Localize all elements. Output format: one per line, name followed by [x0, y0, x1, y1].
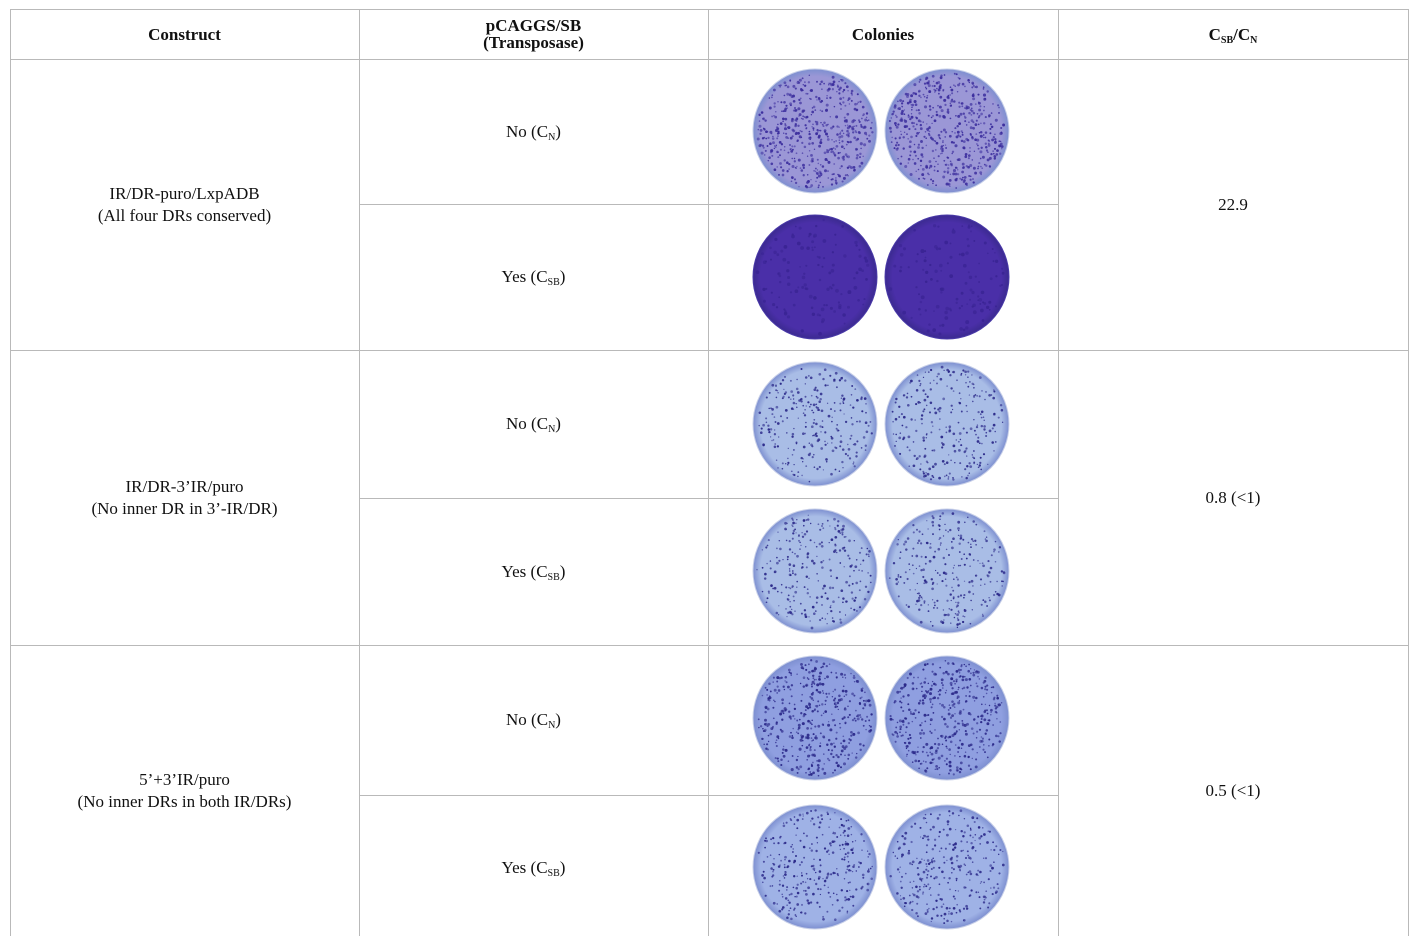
colony-dish-image	[884, 655, 1010, 781]
colony-dish-image	[752, 68, 878, 194]
header-transposase-line1: pCAGGS/SB	[485, 16, 582, 35]
header-ratio: CSB/CN	[1058, 9, 1408, 59]
ratio-value: 22.9	[1218, 194, 1248, 214]
header-construct-label: Construct	[148, 24, 221, 44]
construct-name: 5’+3’IR/puro	[139, 769, 230, 789]
transposase-yes-label: Yes (CSB)	[501, 267, 566, 288]
construct-note: (No inner DR in 3’-IR/DR)	[91, 498, 278, 518]
header-colonies: Colonies	[708, 9, 1058, 59]
header-ratio-label: CSB/CN	[1208, 24, 1258, 46]
colony-dish-image	[884, 214, 1010, 340]
construct-cell: IR/DR-3’IR/puro (No inner DR in 3’-IR/DR…	[10, 350, 359, 645]
ratio-value: 0.5 (<1)	[1205, 780, 1261, 800]
transposase-yes-cell: Yes (CSB)	[359, 498, 708, 645]
transposase-yes-label: Yes (CSB)	[501, 858, 566, 879]
transposase-no-cell: No (CN)	[359, 645, 708, 795]
ratio-cell: 0.8 (<1)	[1058, 350, 1408, 645]
transposase-no-label: No (CN)	[506, 710, 561, 731]
transposase-no-label: No (CN)	[506, 121, 561, 143]
header-colonies-label: Colonies	[851, 24, 915, 44]
transposase-yes-cell: Yes (CSB)	[359, 204, 708, 350]
colony-dish-image	[752, 214, 878, 340]
colony-dish-image	[884, 804, 1010, 930]
colony-dish-image	[752, 655, 878, 781]
colony-dish-image	[752, 804, 878, 930]
colony-dish-image	[884, 361, 1010, 487]
ratio-cell: 0.5 (<1)	[1058, 645, 1408, 936]
header-transposase: pCAGGS/SB (Transposase)	[359, 9, 708, 59]
colony-dish-image	[752, 361, 878, 487]
construct-cell: 5’+3’IR/puro (No inner DRs in both IR/DR…	[10, 645, 359, 936]
colony-dish-image	[884, 508, 1010, 634]
transposase-yes-label: Yes (CSB)	[501, 561, 566, 583]
header-transposase-line2: (Transposase)	[483, 33, 584, 52]
colony-dish-image	[884, 68, 1010, 194]
colony-dish-image	[752, 508, 878, 634]
header-construct: Construct	[10, 9, 359, 59]
transposase-no-label: No (CN)	[506, 414, 561, 435]
transposase-no-cell: No (CN)	[359, 350, 708, 498]
transposase-yes-cell: Yes (CSB)	[359, 795, 708, 941]
ratio-value: 0.8 (<1)	[1205, 487, 1261, 507]
construct-name: IR/DR-3’IR/puro	[125, 476, 244, 496]
construct-name: IR/DR-puro/LxpADB	[109, 183, 260, 203]
construct-note: (All four DRs conserved)	[97, 205, 272, 225]
ratio-cell: 22.9	[1058, 59, 1408, 350]
construct-cell: IR/DR-puro/LxpADB (All four DRs conserve…	[10, 59, 359, 350]
construct-note: (No inner DRs in both IR/DRs)	[77, 791, 292, 811]
transposase-no-cell: No (CN)	[359, 59, 708, 204]
